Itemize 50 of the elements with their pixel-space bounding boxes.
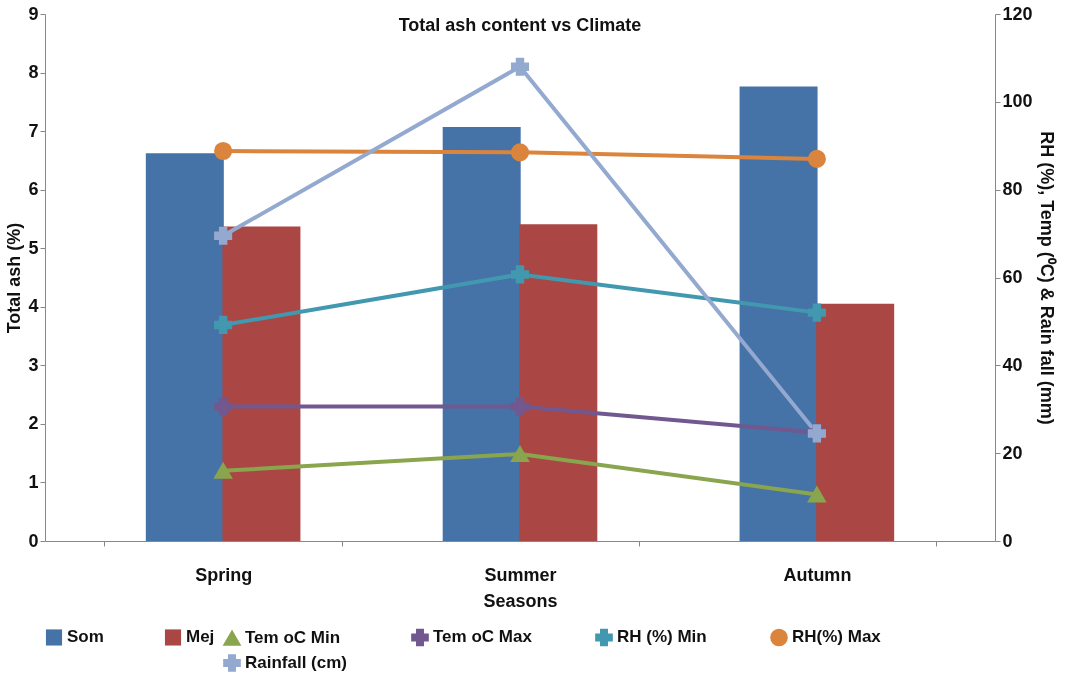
y2-tick-label: 100 — [1002, 91, 1033, 112]
legend-label: Rainfall (cm) — [245, 653, 348, 672]
y2-axis-title: RH (%), Temp (⁰C) & Rain fall (mm) — [1036, 131, 1057, 425]
point — [214, 315, 233, 334]
point — [214, 397, 233, 416]
y-tick-label: 0 — [28, 530, 39, 551]
y-tick-label: 8 — [28, 62, 39, 83]
x-tick-label: Autumn — [783, 564, 852, 585]
y2-tick-label: 40 — [1002, 354, 1023, 375]
chart-title: Total ash content vs Climate — [398, 15, 642, 35]
legend-label: Tem oC Min — [245, 628, 341, 648]
y-tick-label: 3 — [28, 354, 39, 375]
bar — [222, 226, 301, 541]
x-axis-title: Seasons — [483, 590, 558, 611]
point — [510, 57, 530, 76]
point — [510, 397, 530, 416]
point — [214, 226, 233, 245]
y-tick-label: 1 — [28, 471, 39, 492]
point — [214, 462, 233, 479]
legend-label: Som — [67, 627, 104, 647]
point — [510, 265, 530, 284]
y-tick-label: 9 — [28, 3, 39, 24]
bar — [739, 86, 818, 541]
y2-tick-label: 120 — [1002, 3, 1033, 24]
legend-label: RH (%) Min — [617, 627, 707, 647]
bar — [816, 303, 895, 541]
bar — [145, 153, 224, 541]
bar — [442, 127, 521, 541]
y-tick-label: 4 — [28, 296, 39, 317]
legend-label: Mej — [186, 627, 215, 647]
legend-label: Tem oC Max — [433, 627, 533, 647]
point — [510, 446, 530, 463]
x-tick-label: Spring — [195, 564, 253, 585]
bar — [519, 224, 598, 541]
y2-tick-label: 0 — [1002, 530, 1013, 551]
y-tick-label: 5 — [28, 237, 39, 258]
point — [214, 141, 233, 161]
point — [807, 149, 826, 168]
point — [807, 486, 826, 503]
point — [807, 303, 826, 322]
y-tick-label: 2 — [28, 413, 39, 434]
y2-tick-label: 20 — [1002, 442, 1023, 463]
y-tick-label: 7 — [28, 120, 39, 141]
y2-tick-label: 60 — [1002, 267, 1023, 287]
point — [510, 143, 530, 162]
y-axis-title: Total ash (%) — [4, 222, 25, 334]
y2-tick-label: 80 — [1002, 179, 1023, 200]
legend-label: RH(%) Max — [792, 627, 882, 647]
y-tick-label: 6 — [28, 179, 39, 200]
x-tick-label: Summer — [484, 564, 557, 585]
